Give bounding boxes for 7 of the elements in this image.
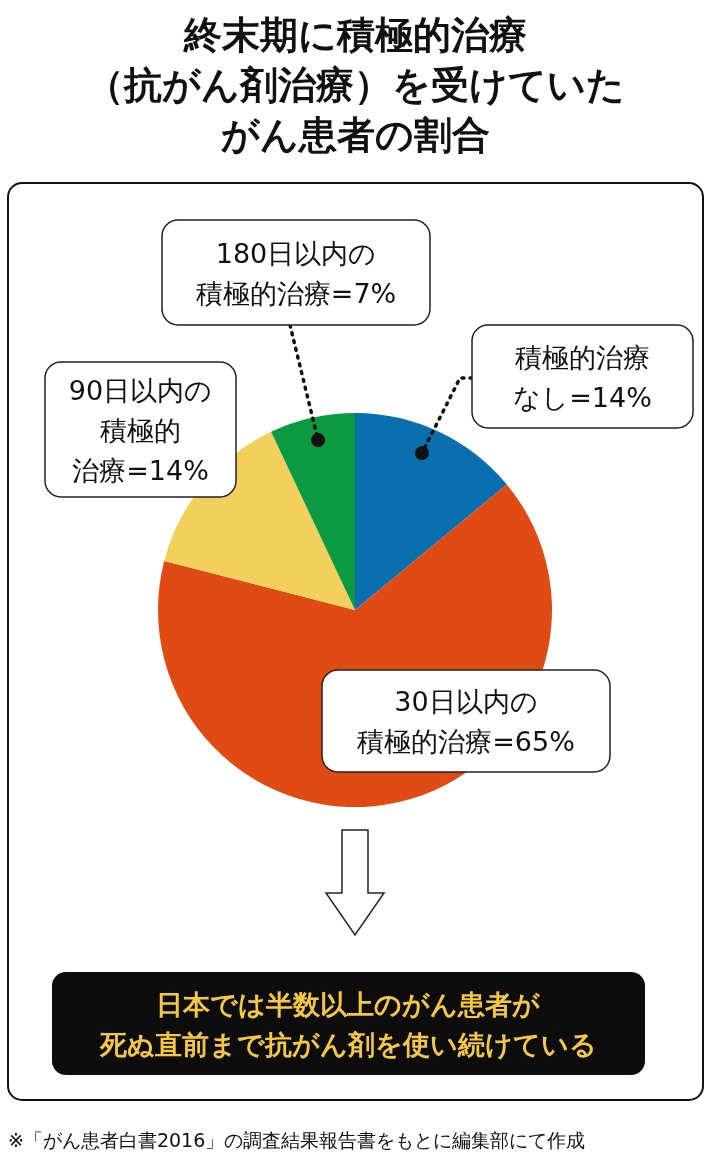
text: ※「がん患者白書2016」の調査結果報告書をもとに編集部にて作成	[8, 1129, 586, 1151]
slice-label: 30日以内の積極的治療=65%	[357, 686, 575, 757]
slice-label: 積極的治療なし=14%	[513, 341, 652, 413]
chart-title: 終末期に積極的治療（抗がん剤治療）を受けていたがん患者の割合	[85, 13, 625, 157]
slice-label: 90日以内の積極的治療=14%	[68, 374, 213, 486]
slice-label: 180日以内の積極的治療=7%	[195, 237, 397, 309]
text: 日本では半数以上のがん患者が死ぬ直前まで抗がん剤を使い続けている	[98, 989, 597, 1060]
